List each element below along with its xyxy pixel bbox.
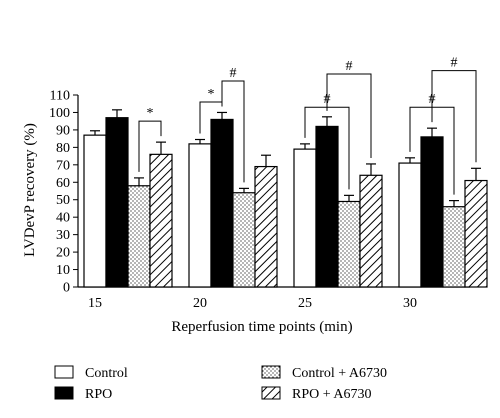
y-tick-label: 60 <box>56 176 70 191</box>
significance-bracket <box>221 80 245 183</box>
bar <box>464 179 488 288</box>
bar <box>83 134 107 288</box>
bar <box>315 125 339 288</box>
bar <box>337 200 361 288</box>
y-tick-label: 110 <box>50 89 70 104</box>
bar <box>254 165 278 288</box>
legend: Control RPO Control + A6730 RPO + A6730 <box>54 365 387 402</box>
bar <box>420 136 444 288</box>
legend-label: RPO <box>85 387 112 402</box>
legend-label: Control + A6730 <box>292 366 387 381</box>
legend-label: RPO + A6730 <box>292 387 371 402</box>
axes: 0 10 20 30 40 50 60 70 80 90 100 110 15 20 25 30 <box>49 89 470 311</box>
legend-swatch <box>54 365 74 379</box>
bars <box>83 109 488 288</box>
significance-marker: * <box>208 87 215 102</box>
y-tick-label: 70 <box>56 158 70 173</box>
significance-marker: # <box>230 66 237 81</box>
significance-bracket <box>138 120 162 172</box>
x-tick-label: 25 <box>298 296 312 311</box>
x-tick-label: 15 <box>88 296 102 311</box>
x-axis-label: Reperfusion time points (min) <box>171 319 352 335</box>
legend-swatch <box>261 386 281 400</box>
y-tick-label: 50 <box>56 193 70 208</box>
x-tick-label: 20 <box>193 296 207 311</box>
x-tick-label: 30 <box>403 296 417 311</box>
bar <box>188 143 212 288</box>
significance-bracket <box>326 73 372 158</box>
significance-marker: # <box>451 56 458 71</box>
bar <box>398 162 422 288</box>
legend-label: Control <box>85 366 128 381</box>
bar <box>359 174 383 288</box>
bar <box>210 118 234 288</box>
y-tick-label: 80 <box>56 141 70 156</box>
significance-marker: * <box>147 106 154 121</box>
significance-bracket <box>431 70 477 163</box>
bar <box>293 148 317 288</box>
y-tick-label: 40 <box>56 211 70 226</box>
y-tick-label: 100 <box>49 106 70 121</box>
significance-annotations: **##### <box>138 56 477 195</box>
y-axis-label: LVDevP recovery (%) <box>22 123 38 257</box>
significance-marker: # <box>346 59 353 74</box>
y-tick-label: 0 <box>63 281 70 296</box>
bar <box>105 117 129 288</box>
y-tick-label: 20 <box>56 246 70 261</box>
y-tick-label: 90 <box>56 123 70 138</box>
y-tick-label: 30 <box>56 228 70 243</box>
bar <box>149 153 173 288</box>
bar <box>442 206 466 288</box>
bar <box>232 192 256 288</box>
legend-swatch <box>261 365 281 379</box>
legend-swatch <box>54 386 74 400</box>
y-tick-label: 10 <box>56 263 70 278</box>
bar <box>127 185 151 288</box>
